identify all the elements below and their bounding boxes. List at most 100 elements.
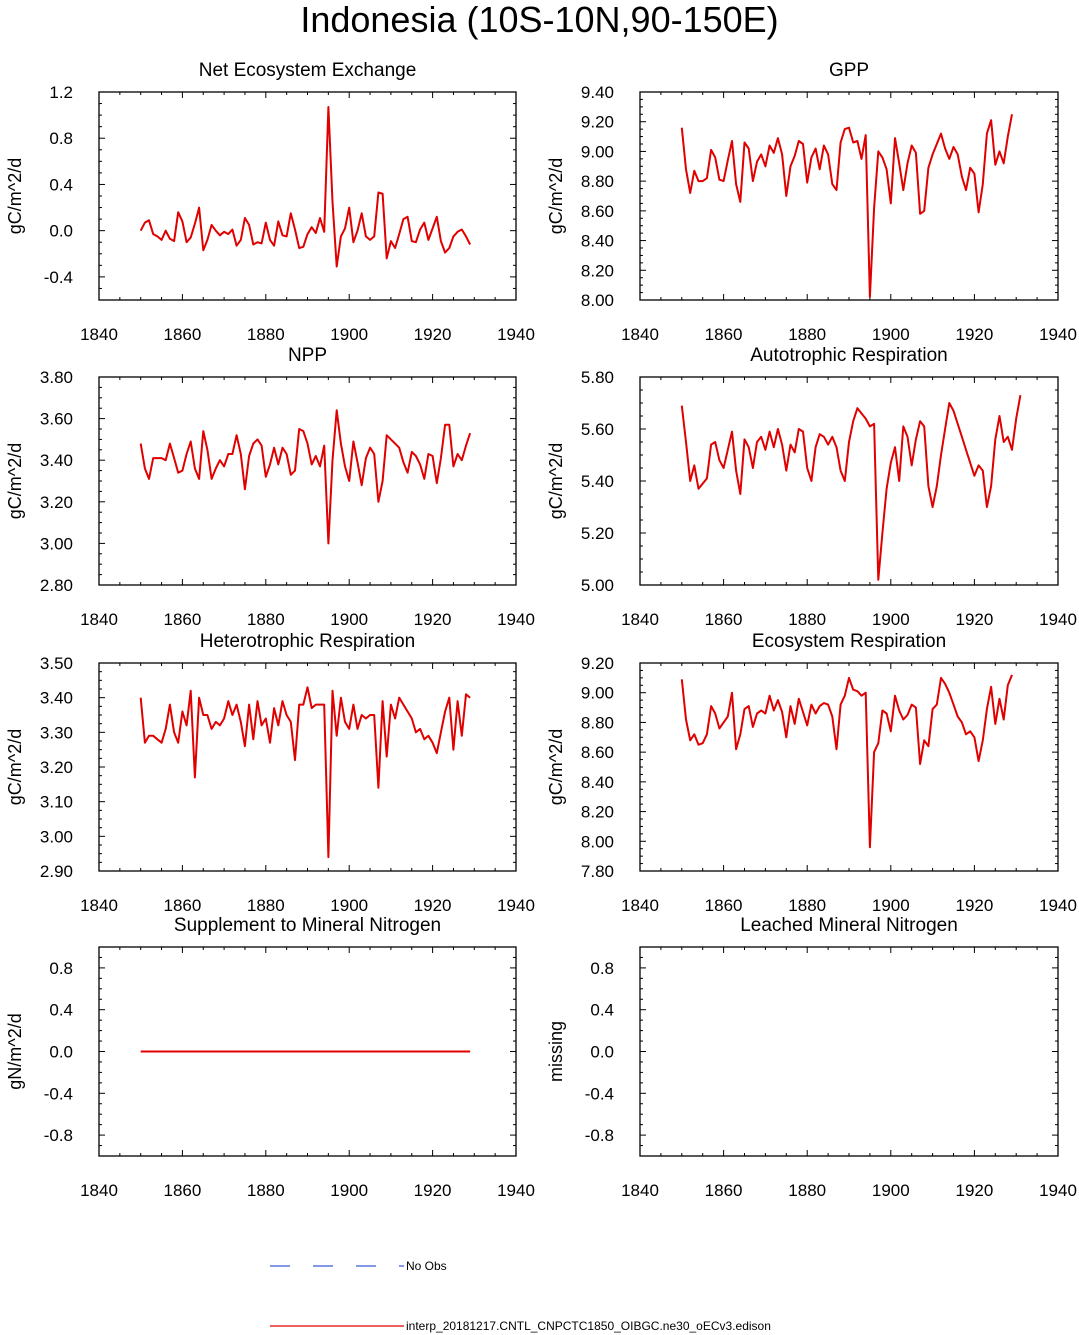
panel-title: GPP bbox=[829, 60, 869, 81]
chart-panel: Ecosystem Respiration gC/m^2/d 1840 1860 188… bbox=[546, 631, 1077, 915]
y-axis-label: gN/m^2/d bbox=[5, 1013, 25, 1089]
y-tick-label: 5.80 bbox=[581, 368, 614, 387]
y-axis-label: gC/m^2/d bbox=[5, 443, 25, 519]
panel-title: Heterotrophic Respiration bbox=[200, 631, 415, 652]
y-tick-label: 1.2 bbox=[49, 83, 73, 102]
y-tick-label: 0.0 bbox=[49, 222, 73, 241]
x-tick-label: 1920 bbox=[955, 1181, 993, 1200]
x-tick-label: 1840 bbox=[621, 325, 659, 344]
y-tick-label: 3.30 bbox=[40, 723, 73, 742]
x-tick-label: 1900 bbox=[872, 325, 910, 344]
y-tick-label: 0.0 bbox=[49, 1043, 73, 1062]
y-tick-label: 8.00 bbox=[581, 291, 614, 310]
x-tick-label: 1900 bbox=[872, 896, 910, 915]
x-tick-label: 1920 bbox=[414, 610, 452, 629]
series-line bbox=[680, 114, 1013, 298]
x-tick-label: 1860 bbox=[163, 896, 201, 915]
y-tick-label: 5.60 bbox=[581, 420, 614, 439]
x-tick-label: 1860 bbox=[705, 610, 743, 629]
y-tick-label: -0.4 bbox=[44, 268, 73, 287]
x-tick-label: 1900 bbox=[872, 1181, 910, 1200]
y-tick-label: 0.0 bbox=[590, 1043, 614, 1062]
y-tick-label: 3.20 bbox=[40, 758, 73, 777]
panel-title: Net Ecosystem Exchange bbox=[199, 60, 417, 81]
chart-panel: Heterotrophic Respiration gC/m^2/d 1840 186… bbox=[5, 631, 535, 915]
x-tick-label: 1940 bbox=[1039, 610, 1077, 629]
x-tick-label: 1940 bbox=[497, 896, 535, 915]
y-tick-label: 8.40 bbox=[581, 232, 614, 251]
y-tick-label: 8.80 bbox=[581, 172, 614, 191]
y-tick-label: 0.8 bbox=[49, 129, 73, 148]
x-tick-label: 1920 bbox=[414, 1181, 452, 1200]
x-tick-label: 1880 bbox=[247, 1181, 285, 1200]
y-axis-label: gC/m^2/d bbox=[546, 729, 566, 805]
y-tick-label: 5.00 bbox=[581, 576, 614, 595]
x-tick-label: 1940 bbox=[1039, 1181, 1077, 1200]
x-tick-label: 1900 bbox=[330, 1181, 368, 1200]
y-tick-label: 9.40 bbox=[581, 83, 614, 102]
y-tick-label: 2.80 bbox=[40, 576, 73, 595]
x-tick-label: 1920 bbox=[955, 896, 993, 915]
y-tick-label: 7.80 bbox=[581, 862, 614, 881]
y-axis-label: gC/m^2/d bbox=[546, 443, 566, 519]
y-tick-label: 8.60 bbox=[581, 743, 614, 762]
series-line bbox=[139, 106, 471, 268]
x-tick-label: 1860 bbox=[705, 1181, 743, 1200]
x-tick-label: 1840 bbox=[621, 610, 659, 629]
x-tick-label: 1860 bbox=[705, 325, 743, 344]
y-tick-label: -0.8 bbox=[585, 1126, 614, 1145]
x-tick-label: 1940 bbox=[497, 325, 535, 344]
series-line bbox=[139, 686, 471, 859]
x-tick-label: 1840 bbox=[80, 1181, 118, 1200]
x-tick-label: 1940 bbox=[497, 610, 535, 629]
x-tick-label: 1900 bbox=[330, 610, 368, 629]
y-tick-label: 3.10 bbox=[40, 793, 73, 812]
y-tick-label: 8.60 bbox=[581, 202, 614, 221]
x-tick-label: 1880 bbox=[788, 325, 826, 344]
legend-model-label: interp_20181217.CNTL_CNPCTC1850_OIBGC.ne… bbox=[406, 1319, 771, 1333]
y-tick-label: 8.00 bbox=[581, 832, 614, 851]
legend-obs-label: No Obs bbox=[406, 1259, 447, 1273]
y-tick-label: 3.40 bbox=[40, 451, 73, 470]
y-tick-label: 3.00 bbox=[40, 534, 73, 553]
y-tick-label: 9.00 bbox=[581, 142, 614, 161]
x-tick-label: 1880 bbox=[247, 896, 285, 915]
y-tick-label: 8.80 bbox=[581, 713, 614, 732]
chart-panel: NPP gC/m^2/d 1840 1860 1880 1900 1920 1940 3.80 3… bbox=[5, 345, 535, 629]
y-tick-label: 0.8 bbox=[49, 959, 73, 978]
x-tick-label: 1840 bbox=[621, 1181, 659, 1200]
y-axis-label: gC/m^2/d bbox=[546, 158, 566, 234]
panel-title: Ecosystem Respiration bbox=[752, 631, 946, 652]
x-tick-label: 1900 bbox=[872, 610, 910, 629]
x-tick-label: 1920 bbox=[414, 325, 452, 344]
chart-panel: Net Ecosystem Exchange gC/m^2/d 1840 1860 18… bbox=[5, 60, 535, 344]
panel-title: Supplement to Mineral Nitrogen bbox=[174, 915, 441, 936]
x-tick-label: 1860 bbox=[705, 896, 743, 915]
page-title: Indonesia (10S-10N,90-150E) bbox=[300, 0, 779, 40]
x-tick-label: 1880 bbox=[247, 610, 285, 629]
x-tick-label: 1900 bbox=[330, 325, 368, 344]
x-tick-label: 1860 bbox=[163, 1181, 201, 1200]
x-tick-label: 1920 bbox=[955, 610, 993, 629]
y-tick-label: 5.20 bbox=[581, 524, 614, 543]
x-tick-label: 1840 bbox=[80, 896, 118, 915]
y-tick-label: 8.20 bbox=[581, 803, 614, 822]
y-tick-label: 5.40 bbox=[581, 472, 614, 491]
y-axis-label: gC/m^2/d bbox=[5, 729, 25, 805]
x-tick-label: 1860 bbox=[163, 610, 201, 629]
y-tick-label: 8.40 bbox=[581, 773, 614, 792]
x-tick-label: 1880 bbox=[247, 325, 285, 344]
y-tick-label: 3.80 bbox=[40, 368, 73, 387]
x-tick-label: 1860 bbox=[163, 325, 201, 344]
chart-panel: Autotrophic Respiration gC/m^2/d 1840 1860 1… bbox=[546, 345, 1077, 629]
x-tick-label: 1880 bbox=[788, 896, 826, 915]
x-tick-label: 1940 bbox=[1039, 896, 1077, 915]
x-tick-label: 1920 bbox=[955, 325, 993, 344]
panel-title: NPP bbox=[288, 345, 327, 366]
x-tick-label: 1840 bbox=[621, 896, 659, 915]
y-tick-label: -0.4 bbox=[44, 1084, 73, 1103]
y-tick-label: 0.4 bbox=[590, 1001, 614, 1020]
x-tick-label: 1940 bbox=[1039, 325, 1077, 344]
